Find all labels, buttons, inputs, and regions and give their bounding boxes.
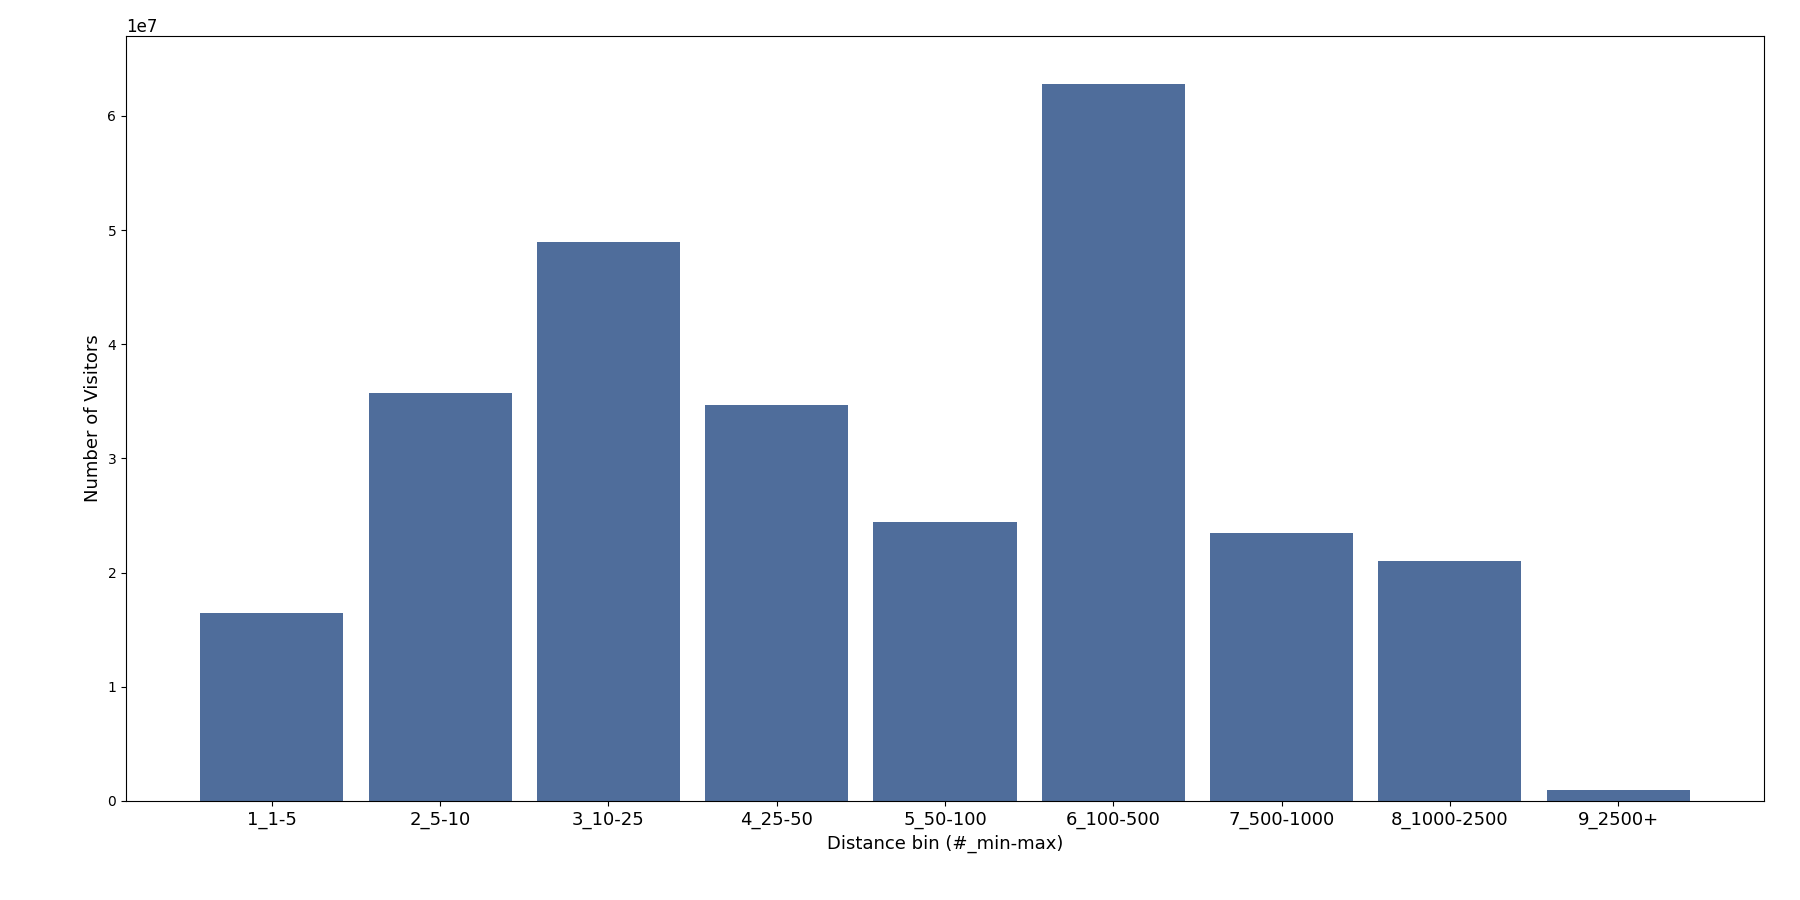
Y-axis label: Number of Visitors: Number of Visitors (85, 335, 103, 502)
X-axis label: Distance bin (#_min-max): Distance bin (#_min-max) (826, 834, 1064, 852)
Bar (1546, 789, 1690, 801)
Bar (1042, 84, 1184, 801)
Bar (369, 393, 511, 801)
Bar (200, 613, 344, 801)
Bar (1210, 533, 1354, 801)
Bar (706, 405, 848, 801)
Bar (873, 522, 1017, 801)
Bar (536, 241, 680, 801)
Bar (1379, 562, 1521, 801)
